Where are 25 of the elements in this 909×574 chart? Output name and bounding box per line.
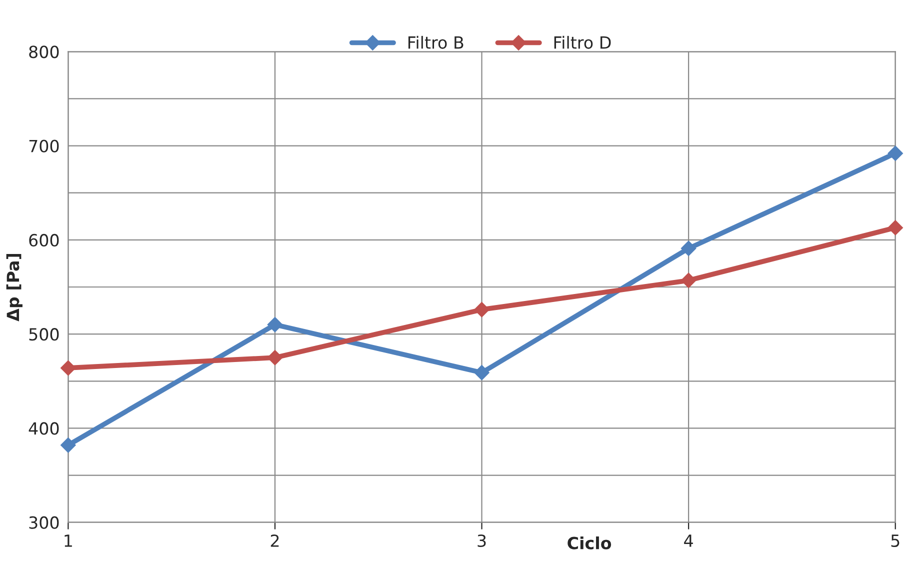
x-axis-title: Ciclo: [568, 536, 612, 550]
point: [474, 365, 490, 380]
point: [267, 317, 283, 332]
legend-label: Filtro D: [554, 36, 611, 49]
point: [681, 240, 696, 256]
y-tick-label: 800: [29, 46, 59, 58]
y-axis-title: Δp [Pa]: [6, 254, 22, 322]
x-tick-label: 1: [64, 534, 72, 547]
point: [888, 146, 903, 161]
y-tick-label: 600: [29, 234, 59, 246]
y-tick-label: 400: [28, 422, 59, 435]
point: [474, 302, 490, 318]
legend-label: Filtro B: [408, 36, 464, 49]
y-tick-label: 700: [29, 140, 59, 152]
point: [60, 360, 76, 376]
x-tick-label: 2: [270, 534, 279, 547]
point: [681, 272, 696, 288]
point: [60, 438, 76, 453]
y-tick-label: 500: [29, 328, 59, 341]
point: [267, 350, 283, 366]
x-tick-label: 3: [478, 534, 486, 548]
x-tick-label: 5: [891, 534, 900, 548]
y-tick-label: 300: [29, 516, 59, 529]
x-tick-label: 4: [684, 534, 693, 547]
point: [888, 220, 903, 236]
